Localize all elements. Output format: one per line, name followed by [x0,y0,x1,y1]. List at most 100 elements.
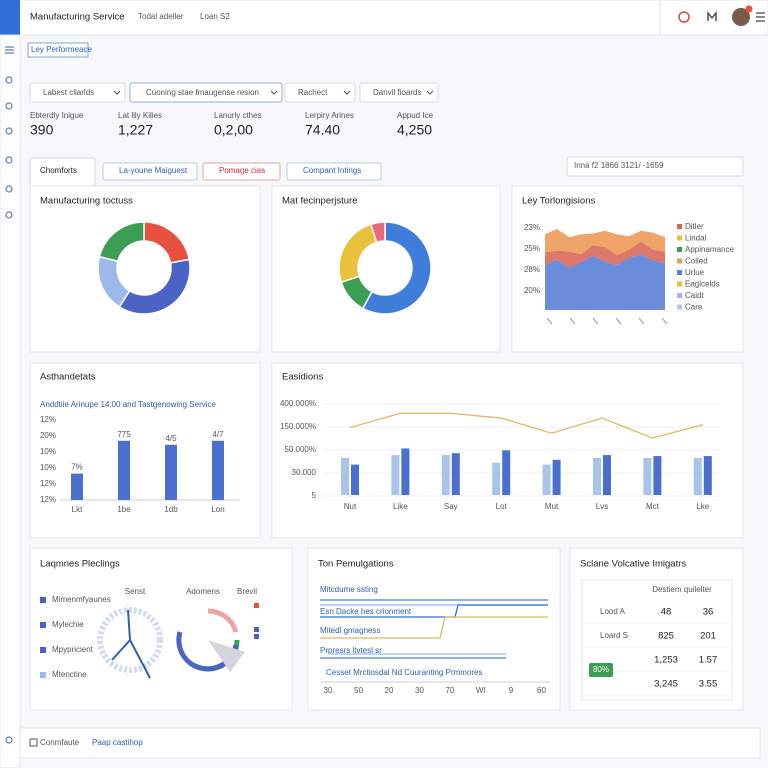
x-tick-label: 9 [509,686,514,695]
x-tick-label: 30 [324,686,333,695]
filter-dropdown[interactable] [359,82,439,103]
y-tick-label: 150.000% [280,422,316,431]
step-label: Mitedl gmagness [320,626,380,635]
breadcrumb: Loan S2 [200,12,230,21]
bar [451,453,460,495]
gauge-needle [111,609,151,679]
table-cell: 48 [661,607,672,618]
area-layer [545,241,665,268]
legend-label: Colled [685,257,708,266]
x-tick-label: Lkt [72,505,83,514]
bar [653,456,662,495]
y-tick-label: 20% [40,431,56,440]
x-tick-label: 50 [354,686,363,695]
table-cell: Lood A [600,607,626,616]
y-tick-label: 20% [524,286,540,295]
alert-icon[interactable] [678,11,690,23]
tab-label: Pomage cias [219,166,265,175]
logo[interactable] [0,0,20,35]
table [581,579,733,701]
step-label: Mitcdume ssting [320,585,378,594]
date-range[interactable] [566,156,744,177]
legend-swatch [677,224,682,229]
x-tick-label: Wl [476,686,486,695]
tag[interactable] [27,42,89,58]
kpi-value: 0,2,00 [214,122,253,138]
breadcrumb: Todal adeller [138,12,184,21]
card-title: Ley Torlongisions [522,196,595,207]
x-tick-label: Mct [646,502,660,511]
card-title: Laqmnes Pleclings [40,559,120,570]
kpi-value: 74.40 [305,122,340,138]
table-cell: Loard S [600,631,628,640]
bar [603,455,611,495]
step-line [320,604,548,618]
tab-label: La-youne Maiguest [119,166,188,175]
tab[interactable] [286,162,382,181]
step-line [320,616,548,639]
tab[interactable] [102,162,198,181]
card [29,185,261,353]
value-label: 4/5 [165,434,177,443]
bar [693,457,702,495]
legend-swatch [677,281,682,287]
gauge-arc [207,608,239,633]
bar [118,440,130,500]
y-tick-label: 10% [40,463,56,472]
gauge-label: Brevil [237,587,257,596]
legend-swatch [254,634,259,639]
bar [351,464,359,495]
table-cell: 3.55 [699,679,718,690]
filter-dropdown[interactable] [129,82,283,103]
legend-swatch [40,622,46,628]
x-tick-label: Like [393,502,408,511]
x-tick-label: Lon [211,505,224,514]
bar [391,455,400,495]
table-cell: 1.57 [699,655,718,666]
gauge-label: Adomens [186,587,220,596]
avatar[interactable] [732,8,750,26]
value-label: 7% [71,463,83,472]
filter-label: Rachect [298,88,328,97]
kpi-label: Appud Ice [397,111,434,120]
gauge [97,607,163,673]
sidebar-icons[interactable] [5,46,14,744]
footer-link[interactable]: Paap castihop [92,738,143,747]
x-tick [546,317,553,325]
checkbox[interactable] [29,738,38,747]
legend-label: Mtenctine [52,670,87,679]
bar [502,450,511,495]
menu-icon[interactable] [756,12,765,22]
x-tick-label: 1db [164,505,178,514]
x-tick-label: Nut [344,502,357,511]
area-layer [545,229,665,256]
legend-swatch [677,235,682,241]
card [271,185,501,353]
legend-swatch [677,270,682,275]
legend-swatch [254,627,259,632]
footer [19,727,761,759]
filter-dropdown[interactable] [29,82,126,103]
legend-label: Eaglcelds [685,280,720,289]
donut-segment [361,221,432,315]
bar [593,457,601,495]
legend-swatch [677,304,682,310]
chevron [343,90,351,95]
mail-icon[interactable] [707,11,717,21]
card-title: Manufacturing toctuss [40,196,133,207]
y-tick-label: 10% [40,447,56,456]
legend-label: Mylechie [52,620,84,629]
value-label: 4/7 [212,430,224,439]
donut-segment [369,221,386,244]
step-label: Prpresrs ltvtesl sr [320,646,382,655]
y-tick-label: 25% [524,244,540,253]
tab[interactable] [202,162,281,181]
table-cell: 36 [703,607,714,618]
tab-label: Chomforts [40,166,77,175]
bar [401,448,410,495]
x-tick-label: Lke [696,502,709,511]
x-tick-label: 70 [446,686,455,695]
filter-dropdown[interactable] [284,82,356,103]
sidebar [0,34,21,768]
